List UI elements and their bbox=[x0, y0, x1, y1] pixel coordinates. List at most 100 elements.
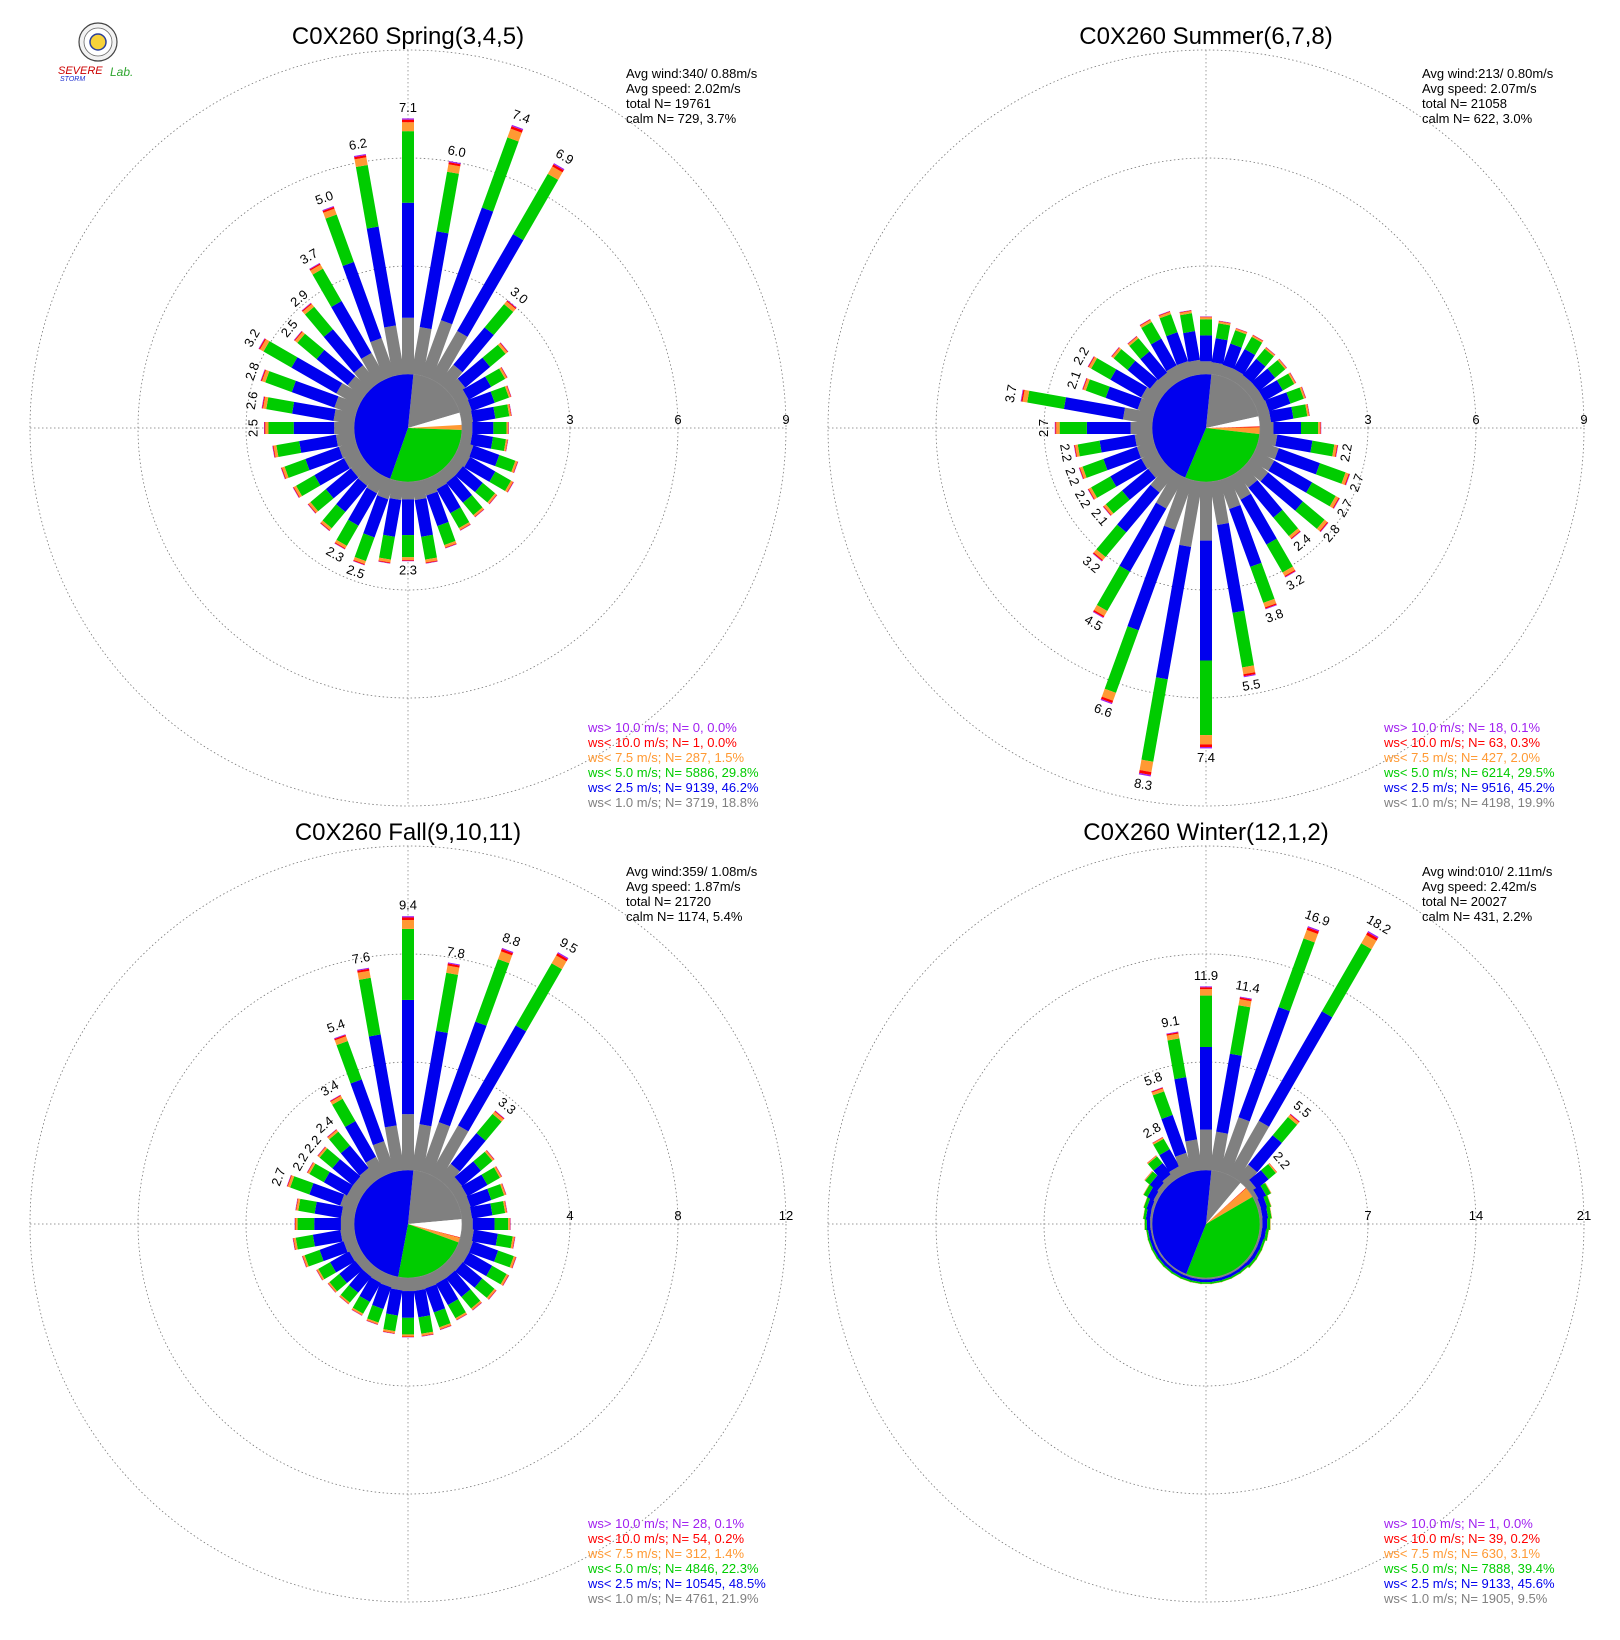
bar-segment-lt25 bbox=[1209, 1277, 1223, 1283]
direction-bar-200 bbox=[353, 476, 396, 566]
direction-bar-100 bbox=[1258, 431, 1339, 458]
bar-segment-lt5 bbox=[332, 1098, 356, 1127]
direction-bar-200 bbox=[1100, 476, 1194, 705]
bar-segment-lt10 bbox=[320, 522, 331, 531]
pie-slice-lt1 bbox=[408, 374, 460, 428]
bar-segment-lt25 bbox=[470, 1203, 493, 1219]
bar-segment-lt5 bbox=[1286, 387, 1304, 404]
bar-segment-lt25 bbox=[1248, 480, 1283, 518]
bar-segment-gt10 bbox=[1252, 334, 1264, 341]
bar-segment-lt5 bbox=[1238, 1264, 1250, 1274]
bar-segment-gt10 bbox=[366, 1320, 378, 1326]
bar-segment-lt75 bbox=[551, 955, 567, 970]
bar-segment-lt75 bbox=[1103, 504, 1114, 516]
bar-segment-lt25 bbox=[1258, 380, 1283, 402]
bar-segment-lt1 bbox=[1155, 1245, 1163, 1257]
bar-value-label: 3.4 bbox=[318, 1077, 341, 1099]
bar-segment-lt10 bbox=[1344, 473, 1350, 486]
bar-segment-gt10 bbox=[1307, 403, 1310, 416]
bar-segment-lt10 bbox=[302, 1255, 307, 1268]
bar-segment-lt1 bbox=[334, 396, 360, 416]
bar-segment-lt25 bbox=[1189, 1277, 1203, 1283]
bar-segment-lt75 bbox=[1268, 1163, 1277, 1174]
bar-segment-lt1 bbox=[384, 325, 405, 376]
stat-line: calm N= 729, 3.7% bbox=[626, 111, 737, 126]
bar-segment-lt5 bbox=[1096, 524, 1127, 558]
bar-value-label: 5.4 bbox=[325, 1016, 347, 1036]
bar-segment-lt75 bbox=[1235, 328, 1248, 335]
bar-segment-lt1 bbox=[1200, 1129, 1212, 1170]
bar-segment-lt10 bbox=[445, 543, 457, 549]
bar-segment-lt10 bbox=[1200, 987, 1212, 990]
bar-segment-lt75 bbox=[262, 396, 269, 410]
bar-segment-lt5 bbox=[290, 1176, 314, 1195]
direction-bar-0 bbox=[402, 916, 414, 1170]
bar-segment-lt5 bbox=[1059, 422, 1087, 434]
bar-segment-lt10 bbox=[439, 1325, 452, 1330]
bar-segment-lt75 bbox=[320, 520, 332, 531]
bar-segment-lt25 bbox=[468, 1241, 499, 1262]
bar-segment-lt5 bbox=[354, 533, 375, 562]
bar-segment-lt5 bbox=[493, 422, 507, 434]
bar-segment-lt10 bbox=[1243, 672, 1256, 677]
bar-segment-lt10 bbox=[509, 404, 512, 416]
bar-segment-lt1 bbox=[1254, 1236, 1261, 1249]
direction-bar-210 bbox=[1092, 471, 1185, 619]
legend-entry-lt10: ws< 10.0 m/s; N= 63, 0.3% bbox=[1383, 735, 1541, 750]
bar-segment-lt25 bbox=[368, 1034, 397, 1128]
stat-line: Avg wind:359/ 1.08m/s bbox=[626, 864, 758, 879]
bar-segment-lt25 bbox=[461, 1174, 488, 1197]
bar-segment-lt25 bbox=[1260, 472, 1303, 511]
bar-segment-lt5 bbox=[1266, 1206, 1272, 1220]
bar-segment-lt25 bbox=[1180, 1273, 1193, 1281]
bar-segment-lt25 bbox=[340, 1145, 369, 1176]
bar-segment-lt75 bbox=[293, 1237, 298, 1250]
bar-segment-lt1 bbox=[1141, 449, 1163, 469]
direction-bar-300 bbox=[306, 1162, 365, 1203]
bar-segment-lt10 bbox=[486, 1150, 495, 1160]
bar-segment-lt10 bbox=[287, 1175, 292, 1187]
bar-segment-lt10 bbox=[425, 560, 438, 564]
ring-label: 4 bbox=[566, 1208, 573, 1223]
bar-segment-lt5 bbox=[402, 131, 414, 203]
logo-text-lab: Lab. bbox=[110, 65, 133, 79]
direction-bar-350 bbox=[357, 967, 405, 1172]
bar-segment-lt10 bbox=[1179, 310, 1192, 314]
bar-segment-gt10 bbox=[445, 544, 457, 549]
bar-segment-lt1 bbox=[350, 458, 371, 478]
bar-value-label: 5.5 bbox=[1241, 676, 1261, 694]
bar-segment-gt10 bbox=[301, 1256, 307, 1268]
bar-segment-lt5 bbox=[1144, 1218, 1147, 1230]
legend-entry-lt75: ws< 7.5 m/s; N= 287, 1.5% bbox=[587, 750, 745, 765]
bar-segment-lt25 bbox=[457, 357, 491, 388]
legend-entry-lt75: ws< 7.5 m/s; N= 630, 3.1% bbox=[1383, 1546, 1541, 1561]
direction-bar-270 bbox=[1054, 422, 1152, 434]
bar-segment-lt25 bbox=[292, 401, 336, 421]
bar-segment-lt5 bbox=[475, 482, 496, 503]
bar-value-label: 6.6 bbox=[1092, 700, 1114, 720]
bar-segment-gt10 bbox=[301, 302, 312, 311]
bar-segment-lt25 bbox=[1260, 1207, 1269, 1221]
bar-value-label: 2.7 bbox=[268, 1166, 288, 1188]
bar-segment-lt75 bbox=[1140, 319, 1152, 328]
bar-segment-lt75 bbox=[1139, 759, 1154, 773]
bar-segment-lt25 bbox=[325, 468, 359, 499]
legend-entry-lt25: ws< 2.5 m/s; N= 9133, 45.6% bbox=[1383, 1576, 1555, 1591]
bar-segment-lt5 bbox=[1260, 1183, 1271, 1196]
bar-segment-lt25 bbox=[336, 478, 368, 513]
bar-segment-lt5 bbox=[325, 214, 354, 266]
direction-bar-250 bbox=[280, 440, 360, 480]
pie-slice-lt1 bbox=[1206, 374, 1259, 428]
direction-bar-100 bbox=[460, 1227, 516, 1249]
bar-segment-lt25 bbox=[323, 329, 364, 373]
bar-value-label: 8.3 bbox=[1133, 775, 1153, 793]
bar-segment-lt5 bbox=[1259, 1238, 1266, 1251]
bar-segment-lt25 bbox=[472, 1218, 495, 1230]
bar-segment-lt1 bbox=[1227, 1267, 1239, 1275]
bar-segment-gt10 bbox=[460, 524, 471, 531]
pie-slice-lt5 bbox=[1185, 428, 1260, 483]
bar-segment-lt25 bbox=[1200, 335, 1212, 362]
panel-title: C0X260 Summer(6,7,8) bbox=[1079, 23, 1332, 50]
bar-segment-lt25 bbox=[314, 1201, 343, 1219]
bar-segment-gt10 bbox=[1335, 445, 1339, 458]
